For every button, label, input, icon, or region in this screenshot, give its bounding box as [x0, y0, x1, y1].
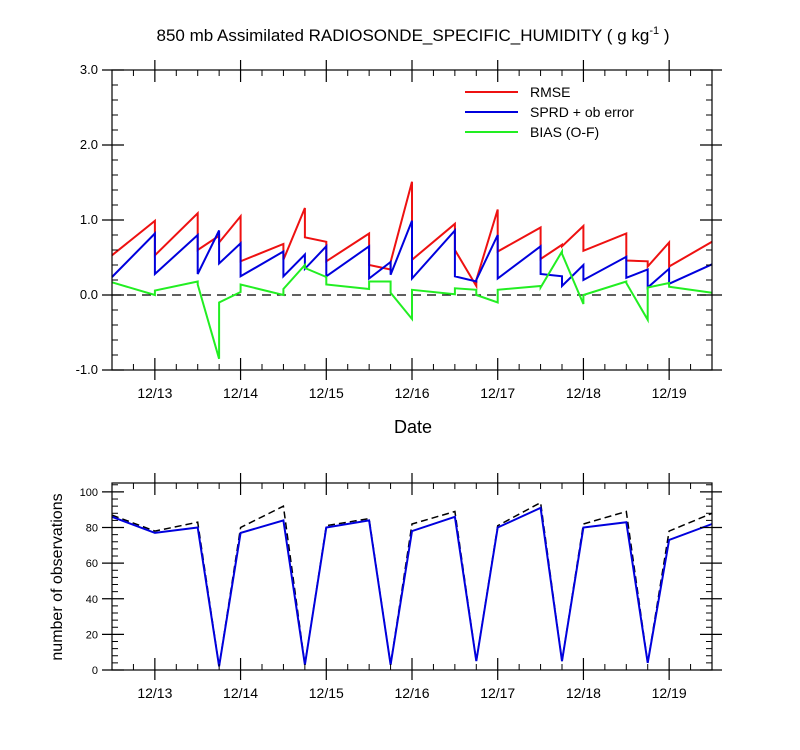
bottom-x-tick-label: 12/18 [566, 685, 601, 701]
bottom-y-tick-label: 40 [86, 594, 98, 606]
top-x-tick-label: 12/14 [223, 385, 258, 401]
top-series-line-sprd-ob-error [111, 220, 713, 290]
bottom-x-tick-label: 12/16 [394, 685, 429, 701]
top-y-tick-label: -1.0 [76, 362, 98, 377]
legend-label: BIAS (O-F) [530, 124, 599, 140]
bottom-series-layer [111, 501, 713, 667]
top-chart-panel: 12/13 12/14 12/15 12/16 12/17 12/18 12/19 -1.0 0… [76, 60, 722, 437]
bottom-y-tick-label: 0 [92, 665, 98, 677]
bottom-chart-panel: 12/13 12/14 12/15 12/16 12/17 12/18 12/19 0 20 40… [49, 473, 722, 701]
top-x-tick-label: 12/18 [566, 385, 601, 401]
legend-label: RMSE [530, 84, 570, 100]
chart-title-main: 850 mb Assimilated RADIOSONDE_SPECIFIC_H… [157, 26, 650, 45]
bottom-x-tick-label: 12/19 [652, 685, 687, 701]
top-y-tick-label: 1.0 [80, 212, 98, 227]
top-x-tick-label: 12/16 [394, 385, 429, 401]
top-plot-frame [111, 69, 713, 371]
bottom-y-tick-label: 100 [80, 487, 98, 499]
bottom-x-tick-label: 12/13 [137, 685, 172, 701]
chart-title-suffix: ) [659, 26, 669, 45]
top-series-line-bias-o-f [111, 247, 713, 360]
bottom-x-tick-label: 12/14 [223, 685, 258, 701]
top-ticks-layer: 12/13 12/14 12/15 12/16 12/17 12/18 12/19 -1.0 0… [76, 60, 722, 401]
bottom-series-line-dashed [111, 501, 713, 667]
chart-title-exponent: -1 [649, 25, 659, 37]
top-x-tick-label: 12/17 [480, 385, 515, 401]
top-x-tick-label: 12/19 [652, 385, 687, 401]
bottom-plot-frame [111, 482, 713, 671]
top-y-tick-label: 2.0 [80, 137, 98, 152]
top-x-tick-label: 12/15 [309, 385, 344, 401]
chart-title: 850 mb Assimilated RADIOSONDE_SPECIFIC_H… [157, 25, 670, 45]
bottom-x-tick-label: 12/17 [480, 685, 515, 701]
top-y-tick-label: 3.0 [80, 62, 98, 77]
top-legend: RMSE SPRD + ob error BIAS (O-F) [465, 84, 634, 140]
bottom-y-axis-label: number of observations [49, 493, 66, 660]
bottom-series-line-solid [111, 506, 713, 667]
bottom-y-tick-label: 20 [86, 629, 98, 641]
top-y-tick-label: 0.0 [80, 287, 98, 302]
top-x-tick-label: 12/13 [137, 385, 172, 401]
bottom-ticks-layer: 12/13 12/14 12/15 12/16 12/17 12/18 12/19 0 20 40… [80, 473, 722, 701]
bottom-y-tick-label: 80 [86, 523, 98, 535]
legend-label: SPRD + ob error [530, 104, 634, 120]
top-x-axis-label: Date [394, 417, 432, 437]
bottom-x-tick-label: 12/15 [309, 685, 344, 701]
top-series-layer [111, 181, 713, 360]
bottom-y-tick-label: 60 [86, 558, 98, 570]
